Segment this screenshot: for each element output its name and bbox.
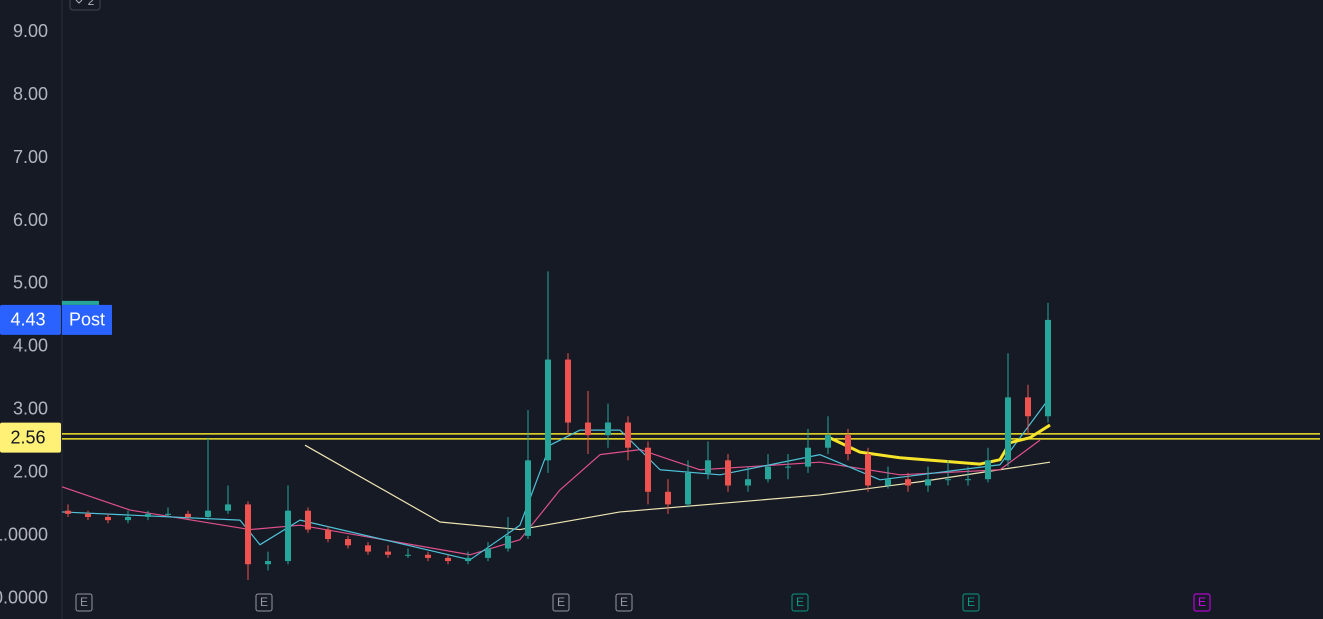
candle-body bbox=[345, 539, 351, 546]
candle-body bbox=[825, 435, 831, 448]
candle-body bbox=[305, 510, 311, 530]
candle-body bbox=[665, 491, 671, 505]
moving-average bbox=[61, 399, 1049, 561]
event-label: E bbox=[796, 595, 804, 609]
moving-average bbox=[61, 439, 1041, 556]
candle-body bbox=[585, 422, 591, 436]
event-marker bbox=[615, 593, 633, 612]
event-label: E bbox=[1198, 595, 1206, 609]
price-label: 4.43 bbox=[10, 310, 45, 330]
event-label: E bbox=[620, 595, 628, 609]
candle-body bbox=[145, 513, 151, 517]
event-marker bbox=[1193, 593, 1211, 612]
candle-body bbox=[485, 548, 491, 558]
y-tick-label: 0.0000 bbox=[0, 588, 48, 608]
candle-body bbox=[245, 504, 251, 565]
price-label-box bbox=[0, 422, 61, 453]
candle-body bbox=[65, 510, 71, 514]
event-marker bbox=[791, 593, 809, 612]
candle-body bbox=[605, 422, 611, 436]
price-label-box bbox=[0, 304, 61, 335]
candle-body bbox=[165, 513, 171, 515]
y-tick-label: 3.00 bbox=[13, 399, 48, 419]
badge-chevron bbox=[75, 0, 83, 4]
candle-body bbox=[565, 359, 571, 423]
badge[interactable]: 2 bbox=[88, 0, 95, 8]
event-marker bbox=[552, 593, 570, 612]
moving-average bbox=[304, 444, 1051, 531]
candle-body bbox=[945, 479, 951, 481]
candle-body bbox=[885, 479, 891, 486]
candle-body bbox=[865, 454, 871, 486]
candle-body bbox=[205, 510, 211, 517]
candle-body bbox=[285, 510, 291, 562]
y-tick-label: 9.00 bbox=[13, 21, 48, 41]
candle-body bbox=[925, 479, 931, 486]
y-tick-label: 2.00 bbox=[13, 462, 48, 482]
candle-body bbox=[1025, 397, 1031, 417]
candle-body bbox=[845, 435, 851, 455]
candle-body bbox=[785, 466, 791, 468]
price-tag: Post bbox=[69, 310, 105, 330]
price-label: 2.56 bbox=[10, 427, 45, 447]
y-tick-label: 4.00 bbox=[13, 336, 48, 356]
candle-body bbox=[465, 557, 471, 562]
event-label: E bbox=[260, 595, 268, 609]
candle-body bbox=[705, 460, 711, 473]
y-tick-label: 7.00 bbox=[13, 147, 48, 167]
candle-body bbox=[685, 472, 691, 505]
event-label: E bbox=[557, 595, 565, 609]
candle-body bbox=[225, 504, 231, 511]
price-tag-box bbox=[62, 304, 112, 335]
candle-body bbox=[725, 460, 731, 486]
y-tick-label: 1.0000 bbox=[0, 525, 48, 545]
event-marker bbox=[255, 593, 273, 612]
candle-body bbox=[985, 460, 991, 480]
event-marker bbox=[962, 593, 980, 612]
price-tag-accent bbox=[62, 300, 99, 305]
candle-body bbox=[965, 479, 971, 481]
candle-body bbox=[365, 545, 371, 552]
event-marker bbox=[75, 593, 93, 612]
candle-body bbox=[805, 447, 811, 467]
candle-body bbox=[325, 529, 331, 540]
candle-body bbox=[265, 561, 271, 565]
candle-body bbox=[905, 479, 911, 486]
candle-body bbox=[505, 535, 511, 549]
candle-body bbox=[645, 447, 651, 492]
candle-body bbox=[445, 557, 451, 562]
candle-body bbox=[765, 466, 771, 480]
candle-body bbox=[405, 554, 411, 556]
y-tick-label: 6.00 bbox=[13, 210, 48, 230]
candle-body bbox=[185, 513, 191, 517]
y-tick-label: 8.00 bbox=[13, 84, 48, 104]
candle-body bbox=[1005, 397, 1011, 461]
candle-body bbox=[125, 516, 131, 521]
candle-body bbox=[745, 479, 751, 486]
candle-body bbox=[425, 554, 431, 558]
candle-body bbox=[105, 516, 111, 521]
badge-box[interactable] bbox=[69, 0, 101, 11]
candle-body bbox=[525, 460, 531, 536]
candle-body bbox=[1045, 319, 1051, 417]
candle-body bbox=[385, 551, 391, 555]
event-label: E bbox=[967, 595, 975, 609]
candle-body bbox=[545, 359, 551, 461]
candle-body bbox=[85, 513, 91, 517]
event-label: E bbox=[80, 595, 88, 609]
candle-body bbox=[625, 422, 631, 448]
y-tick-label: 5.00 bbox=[13, 273, 48, 293]
